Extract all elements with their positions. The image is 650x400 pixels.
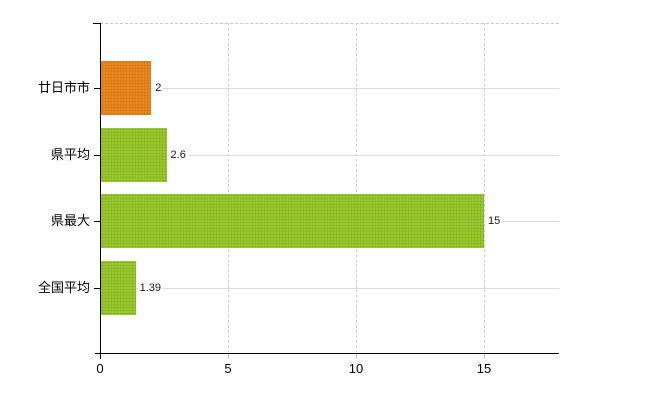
category-label: 県最大 — [50, 213, 90, 229]
x-axis-tick-label: 15 — [476, 361, 492, 376]
x-axis-line — [95, 353, 559, 354]
y-axis-line — [100, 23, 101, 359]
y-axis-tick — [94, 154, 100, 156]
y-axis-tick — [94, 221, 100, 223]
y-axis-tick — [94, 288, 100, 289]
bar-value-label: 1.39 — [137, 281, 163, 295]
bar-value-label: 2.6 — [168, 147, 188, 162]
grid-line-vertical — [355, 23, 357, 353]
x-axis-tick-label: 5 — [224, 361, 232, 376]
x-axis-tick — [355, 354, 357, 359]
bar — [101, 61, 152, 115]
bar — [101, 261, 136, 315]
plot-top-border — [100, 23, 559, 24]
bar — [101, 127, 167, 182]
bar-value-label: 15 — [485, 214, 503, 229]
bar-value-label: 2 — [153, 81, 164, 95]
grid-line-vertical — [227, 23, 229, 353]
bar — [101, 194, 484, 249]
x-axis-tick — [483, 354, 485, 359]
y-axis-tick — [93, 23, 100, 24]
grid-line-vertical — [483, 23, 485, 353]
x-axis-tick — [227, 354, 229, 359]
grid-line-horizontal — [100, 88, 559, 89]
x-axis-tick-label: 0 — [96, 361, 104, 376]
category-label: 県平均 — [50, 146, 90, 162]
category-label: 廿日市市 — [37, 80, 90, 95]
x-axis-tick-label: 10 — [348, 361, 364, 376]
category-label: 全国平均 — [37, 280, 90, 295]
grid-line-horizontal — [100, 288, 559, 289]
grid-line-horizontal — [100, 154, 559, 156]
y-axis-tick — [94, 88, 100, 89]
